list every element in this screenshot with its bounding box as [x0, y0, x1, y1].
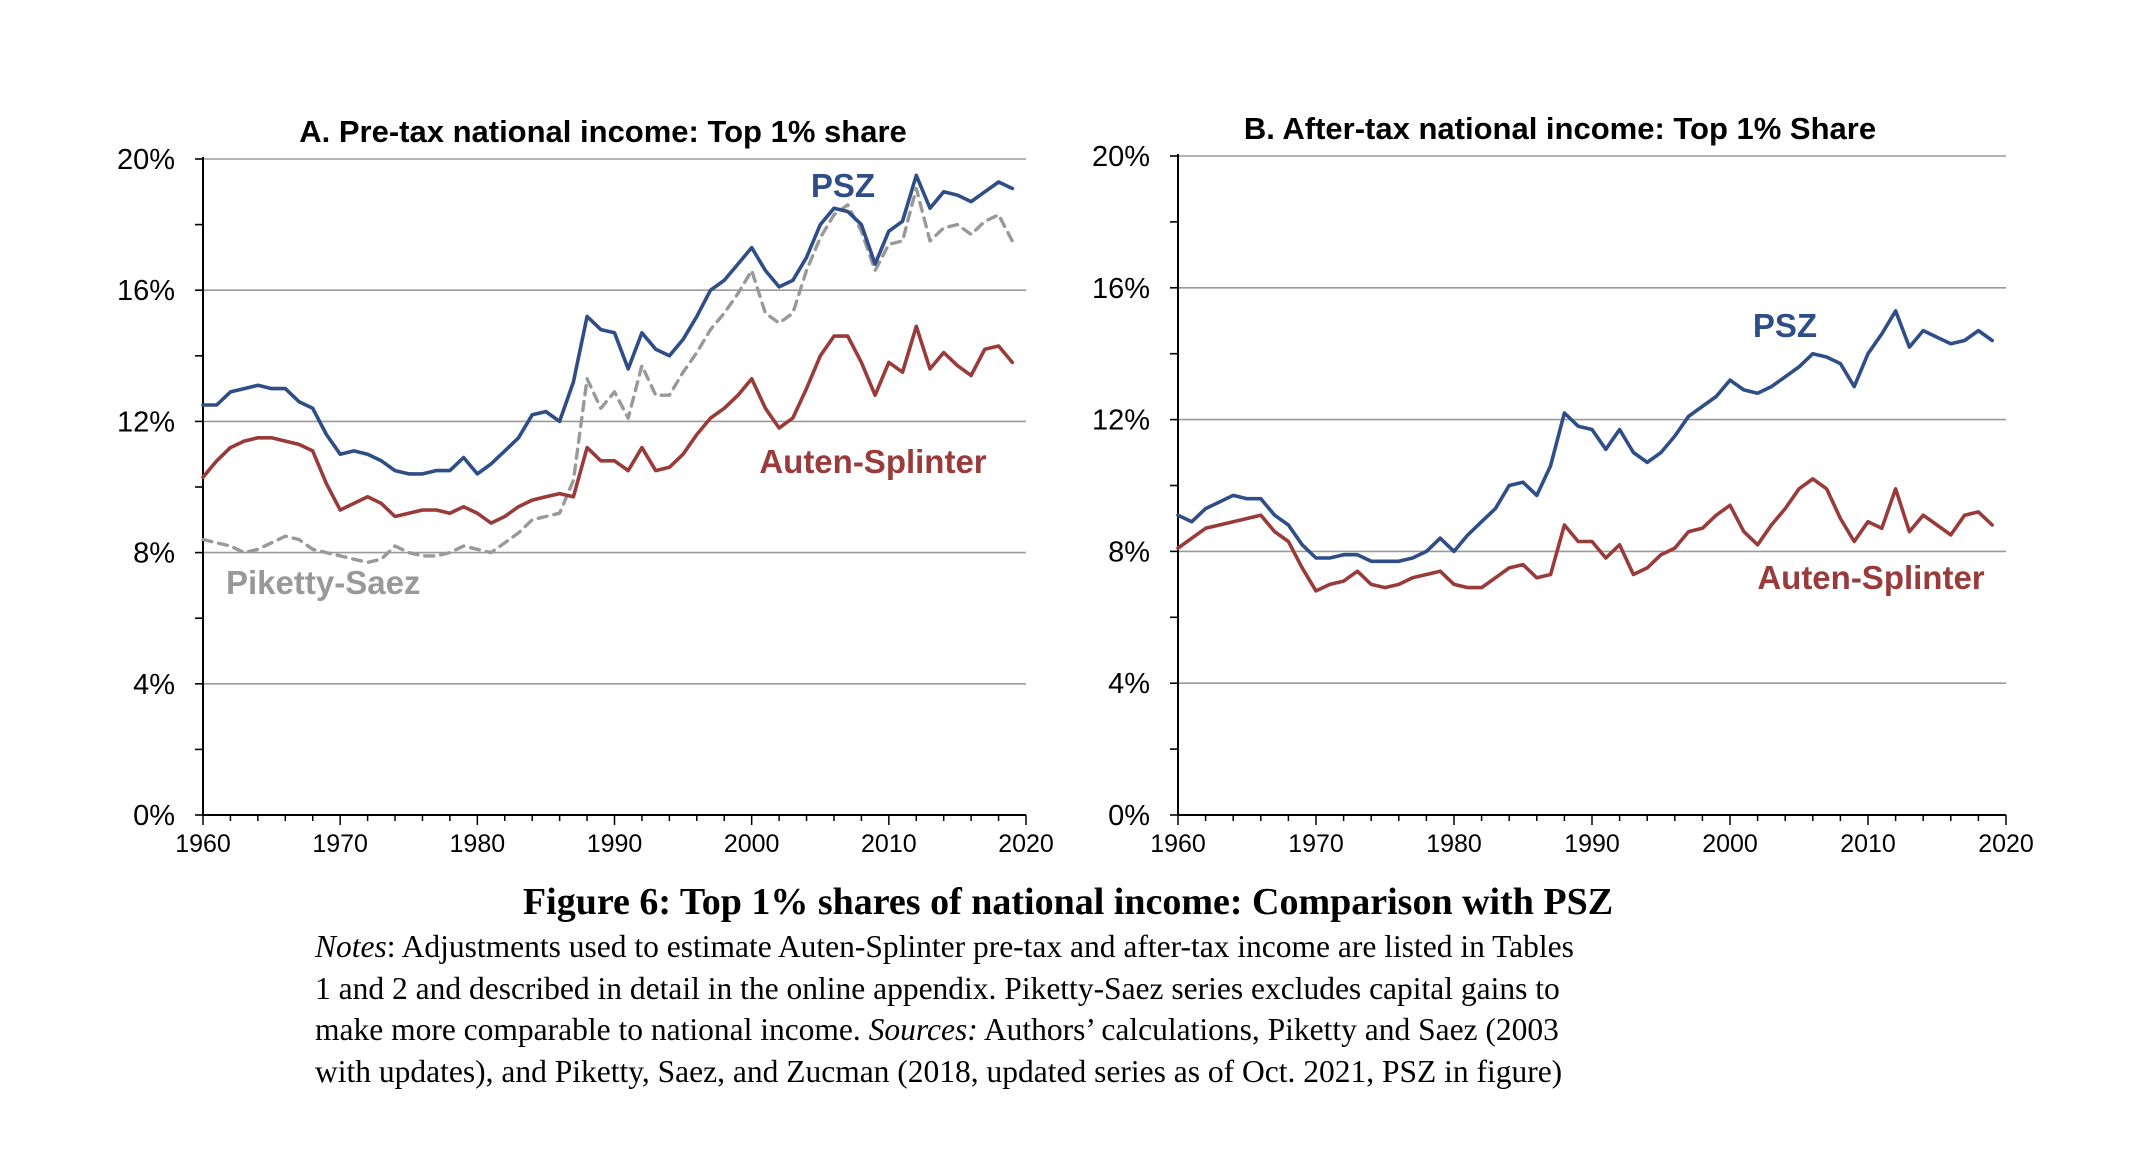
panel-b-series-auten-splinter-label: Auten-Splinter: [1757, 559, 1984, 596]
panel-b-x-tick-label: 1960: [1150, 830, 1206, 858]
notes-label: Notes: [315, 929, 387, 964]
panel-a-series-psz-label: PSZ: [811, 167, 875, 204]
panel-a-y-tick-label: 20%: [117, 144, 175, 176]
panel-b-x-tick-label: 1980: [1426, 830, 1482, 858]
panel-b-y-tick-label: 8%: [1108, 536, 1150, 568]
panel-a-series-auten-splinter-label: Auten-Splinter: [759, 443, 986, 480]
notes-text-3b: Authors’ calculations, Piketty and Saez …: [977, 1012, 1559, 1047]
panel-b-y-tick-label: 12%: [1092, 405, 1150, 437]
panel-a-y-tick-label: 4%: [133, 669, 175, 701]
panel-a-series-psz-line: [201, 173, 1015, 476]
panel-b-series-psz-line: [1176, 309, 1994, 564]
panel-b-y-tick-label: 20%: [1092, 141, 1150, 173]
panel-b-series-psz-label: PSZ: [1753, 307, 1817, 344]
panel-a-x-tick-label: 1970: [312, 830, 368, 858]
panel-b-x-tick-label: 1990: [1564, 830, 1620, 858]
panel-a-x-tick-label: 1990: [587, 830, 643, 858]
panel-a-y-tick-label: 12%: [117, 406, 175, 438]
panel-a-x-tick-label: 1980: [450, 830, 506, 858]
notes-line-1: Notes: Adjustments used to estimate Aute…: [315, 926, 1845, 968]
panel-a-y-tick-label: 16%: [117, 275, 175, 307]
panel-b-series-auten-splinter-line: [1176, 477, 1994, 593]
panel-a-y-tick-label: 0%: [133, 800, 175, 832]
panel-a-series-piketty-saez-line: [201, 186, 1014, 565]
panel-b-y-tick-label: 4%: [1108, 668, 1150, 700]
panel-b-x-tick-label: 1970: [1288, 830, 1344, 858]
notes-line-4: with updates), and Piketty, Saez, and Zu…: [315, 1053, 1563, 1089]
panel-b-title: B. After-tax national income: Top 1% Sha…: [1244, 111, 1876, 146]
panel-a-y-tick-label: 8%: [133, 538, 175, 570]
figure-charts: A. Pre-tax national income: Top 1% share…: [117, 111, 2034, 858]
panel-b-x-tick-label: 2020: [1978, 830, 2034, 858]
figure-notes: Notes: Adjustments used to estimate Aute…: [315, 926, 1845, 1092]
panel-a-x-tick-label: 2000: [724, 830, 780, 858]
panel-a-x-tick-label: 2020: [998, 830, 1054, 858]
panel-a-chart: A. Pre-tax national income: Top 1% share…: [117, 114, 1054, 858]
panel-a-x-tick-label: 2010: [861, 830, 917, 858]
notes-text-1: : Adjustments used to estimate Auten-Spl…: [386, 929, 1574, 964]
sources-label: Sources:: [868, 1012, 978, 1047]
panel-b-y-tick-label: 0%: [1108, 800, 1150, 832]
panel-b-chart: B. After-tax national income: Top 1% Sha…: [1092, 111, 2034, 858]
panel-a-title: A. Pre-tax national income: Top 1% share: [299, 114, 907, 149]
panel-b-y-tick-label: 16%: [1092, 273, 1150, 305]
figure-caption: Figure 6: Top 1% shares of national inco…: [522, 881, 1614, 923]
notes-line-2: 1 and 2 and described in detail in the o…: [315, 970, 1560, 1006]
panel-a-series-piketty-saez-label: Piketty-Saez: [226, 564, 420, 601]
panel-a-x-tick-label: 1960: [175, 830, 231, 858]
panel-b-x-tick-label: 2000: [1702, 830, 1758, 858]
notes-line-3: make more comparable to national income.…: [315, 1009, 1845, 1051]
panel-b-x-tick-label: 2010: [1840, 830, 1896, 858]
notes-text-3a: make more comparable to national income.: [315, 1012, 869, 1047]
panel-a-series-auten-splinter-line: [201, 324, 1015, 525]
